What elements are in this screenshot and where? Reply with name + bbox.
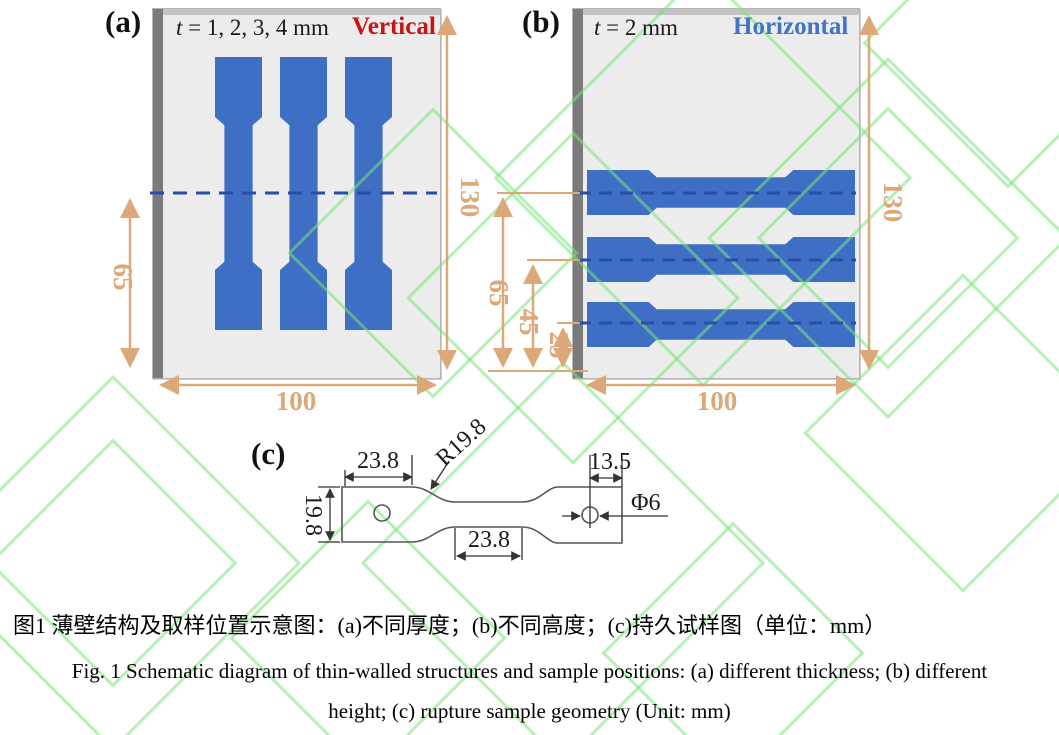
- t-symbol: t: [594, 15, 601, 40]
- t-value: = 1, 2, 3, 4 mm: [182, 15, 329, 40]
- panel-b-thickness-note: t = 2 mm: [594, 15, 678, 41]
- panel-b-dim-45: 45: [514, 309, 544, 336]
- panel-b-dim-65: 65: [484, 280, 514, 307]
- panel-a-orientation-label: Vertical: [352, 13, 436, 40]
- panel-b-label: (b): [522, 4, 560, 39]
- caption-chinese: 图1 薄壁结构及取样位置示意图：(a)不同厚度；(b)不同高度；(c)持久试样图…: [13, 613, 887, 638]
- panel-c-label: (c): [251, 436, 286, 471]
- panel-a-dim-100: 100: [276, 386, 317, 416]
- watermark-diamond: [0, 438, 238, 688]
- panel-b-dim-25: 25: [544, 332, 574, 359]
- panel-a-thickness-note: t = 1, 2, 3, 4 mm: [176, 15, 329, 41]
- fillet-leader-line: [430, 460, 450, 490]
- panel-b-orientation-label: Horizontal: [733, 13, 849, 40]
- panel-c-dimensions: [318, 455, 668, 561]
- panel-a-label: (a): [105, 4, 142, 39]
- panel-c-dim-hole-offset: 13.5: [589, 449, 631, 475]
- panel-b-plate-left-edge: [573, 9, 583, 378]
- panel-a-dim-130: 130: [455, 177, 485, 218]
- panel-c-dim-hole-diameter: Φ6: [631, 490, 661, 516]
- panel-c-dim-fillet-radius: R19.8: [431, 414, 492, 472]
- watermark-diamond: [862, 0, 1059, 189]
- panel-a-plate-left-edge: [153, 9, 163, 378]
- panel-b-dim-100: 100: [697, 386, 738, 416]
- panel-c-drawing: [341, 486, 623, 544]
- panel-b-sample-3: [587, 302, 855, 347]
- panel-c-dim-grip-height: 19.8: [300, 494, 326, 536]
- panel-c-dim-grip-top-width: 23.8: [357, 448, 399, 474]
- panel-a-plate-top-edge: [163, 9, 440, 15]
- caption-english-line1: Fig. 1 Schematic diagram of thin-walled …: [71, 659, 988, 683]
- right-grip-hole: [581, 506, 599, 524]
- caption-english-line2: height; (c) rupture sample geometry (Uni…: [328, 699, 731, 723]
- t-symbol: t: [176, 15, 183, 40]
- rupture-sample-outline: [341, 486, 623, 544]
- panel-b-dim-130: 130: [878, 182, 908, 223]
- panel-c-dim-gauge-length: 23.8: [468, 527, 510, 553]
- left-grip-hole: [373, 504, 391, 522]
- panel-b-plate-top-edge: [583, 9, 859, 15]
- panel-a-dim-65: 65: [108, 264, 138, 291]
- t-value: = 2 mm: [600, 15, 678, 40]
